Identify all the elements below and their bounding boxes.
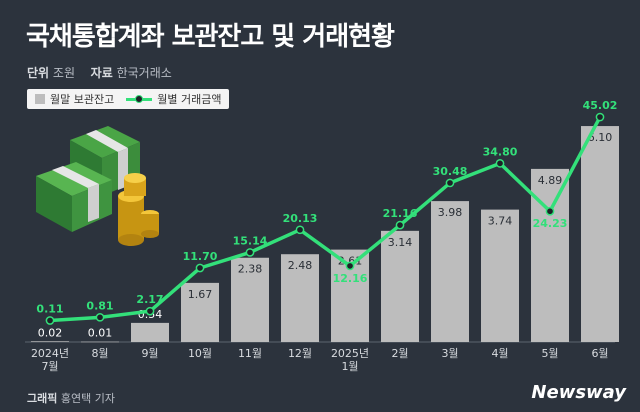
legend-bar-label: 월말 보관잔고: [50, 93, 115, 106]
x-tick-label-4: 11월: [238, 347, 262, 360]
line-point-1: [95, 312, 105, 322]
unit-source-line: 단위 조원 자료 한국거래소: [27, 64, 172, 81]
x-tick-label-10: 5월: [541, 347, 558, 360]
x-tick-label-3: 10월: [188, 347, 212, 360]
bar-labels-layer: 0.020.010.541.672.382.482.613.143.983.74…: [38, 131, 613, 340]
line-value-label-0: 0.11: [36, 303, 63, 316]
x-tick-label-5: 12월: [288, 347, 312, 360]
legend-line-swatch: [126, 94, 153, 104]
bar-4: [231, 257, 269, 342]
bar-value-label-4: 2.38: [238, 263, 263, 276]
line-point-7: [395, 220, 405, 230]
line-value-label-4: 15.14: [233, 234, 268, 247]
line-point-2: [145, 306, 155, 316]
trade-amount-line: [49, 116, 602, 323]
bar-11: [581, 126, 619, 342]
x-tick-label-2: 9월: [141, 347, 158, 360]
unit-label: 단위: [27, 66, 50, 80]
line-value-label-3: 11.70: [183, 250, 218, 263]
unit-value: 조원: [52, 66, 76, 80]
bar-value-label-10: 4.89: [538, 174, 563, 187]
line-point-6: [345, 261, 355, 271]
bar-value-label-11: 6.10: [588, 131, 613, 144]
x-tick-label-8: 3월: [441, 347, 458, 360]
cash-stack-front: [36, 162, 112, 232]
x-tick-label-1: 8월: [91, 347, 108, 360]
x-axis-ticks: 2024년 7월 8월 9월 10월 11월 12월 2025년 1월 2월 3월 4월 5월 6월: [31, 347, 609, 373]
line-value-label-5: 20.13: [283, 212, 318, 225]
money-illustration: [36, 126, 159, 246]
bar-0: [31, 341, 69, 342]
bar-value-label-1: 0.01: [88, 327, 113, 340]
line-value-label-1: 0.81: [86, 299, 113, 312]
x-tick-label-0: 2024년 7월: [31, 347, 69, 373]
bar-3: [181, 282, 219, 342]
line-value-label-9: 34.80: [483, 145, 518, 158]
line-point-3: [195, 263, 205, 273]
x-tick-label-7: 2월: [391, 347, 408, 360]
credit-line: 그래픽 홍연택 기자: [27, 390, 115, 406]
credit-label: 그래픽: [27, 392, 58, 405]
bar-5: [281, 254, 319, 342]
line-value-label-7: 21.16: [383, 207, 418, 220]
brand-logo: Newsway: [531, 382, 626, 403]
line-value-label-2: 2.17: [136, 293, 163, 306]
bar-value-label-3: 1.67: [188, 288, 213, 301]
line-point-9: [495, 159, 505, 168]
line-point-10: [545, 206, 555, 216]
chart-title: 국채통합계좌 보관잔고 및 거래현황: [26, 22, 395, 52]
bar-9: [481, 209, 519, 342]
bar-value-label-5: 2.48: [288, 259, 313, 272]
legend-bar-swatch: [35, 94, 45, 104]
line-value-label-10: 24.23: [533, 217, 568, 230]
bar-value-label-0: 0.02: [38, 326, 63, 339]
bar-8: [431, 201, 469, 342]
bar-7: [381, 230, 419, 342]
line-point-4: [245, 248, 255, 257]
line-point-11: [595, 112, 605, 122]
bar-value-label-8: 3.98: [438, 206, 463, 219]
line-point-5: [295, 225, 305, 235]
bar-value-label-6: 2.61: [338, 255, 363, 268]
bar-value-label-7: 3.14: [388, 236, 413, 249]
source-label: 자료: [90, 66, 113, 80]
x-tick-label-6: 2025년 1월: [331, 347, 369, 373]
credit-value: 홍연택 기자: [60, 392, 115, 405]
bar-10: [531, 168, 569, 342]
bar-1: [81, 341, 119, 343]
bar-value-label-9: 3.74: [488, 215, 513, 228]
legend-line-label: 월별 거래금액: [157, 93, 222, 106]
legend: 월말 보관잔고 월별 거래금액: [27, 89, 230, 109]
line-layer: [45, 112, 605, 325]
x-tick-label-11: 6월: [591, 347, 608, 360]
line-point-0: [45, 316, 55, 325]
bar-2: [131, 322, 169, 342]
line-value-label-8: 30.48: [433, 165, 468, 178]
line-value-label-6: 12.16: [333, 272, 368, 285]
gold-coins: [118, 173, 159, 246]
line-labels-layer: 0.11 0.81 2.17 11.70 15.14 20.13 12.16 21.16 30.…: [36, 99, 617, 315]
line-point-8: [445, 178, 455, 188]
line-value-label-11: 45.02: [583, 99, 618, 112]
source-value: 한국거래소: [116, 66, 172, 80]
x-tick-label-9: 4월: [491, 347, 508, 360]
